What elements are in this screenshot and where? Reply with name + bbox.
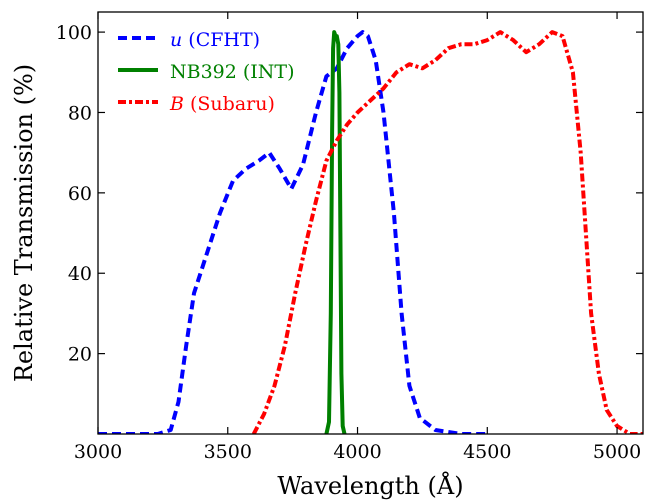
x-tick-label: 5000 [593, 441, 641, 463]
y-tick-label: 100 [56, 22, 92, 44]
legend-label-text: (CFHT) [182, 29, 260, 51]
y-tick-label: 80 [68, 102, 92, 124]
x-tick-label: 3500 [204, 441, 252, 463]
legend-label-variable: u [170, 29, 182, 51]
u-cfht-curve [98, 32, 487, 434]
axis-ticks: 3000 3500 4000 4500 5000 20 40 60 80 100 [56, 12, 643, 463]
legend-label: u (CFHT) [170, 29, 260, 51]
legend-label-text: (Subaru) [184, 93, 275, 115]
b-subaru-curve [254, 32, 643, 434]
legend-label: B (Subaru) [169, 93, 275, 115]
legend-label-text: NB392 (INT) [170, 61, 295, 83]
y-axis-label: Relative Transmission (%) [10, 64, 38, 382]
y-tick-label: 40 [68, 263, 92, 285]
legend-label: NB392 (INT) [170, 61, 295, 83]
y-tick-label: 20 [68, 344, 92, 366]
legend-label-variable: B [169, 93, 184, 115]
y-tick-label: 60 [68, 183, 92, 205]
x-tick-label: 4000 [333, 441, 381, 463]
legend: u (CFHT) NB392 (INT) B (Subaru) [118, 29, 295, 115]
nb392-int-curve [326, 32, 344, 434]
x-tick-label: 4500 [463, 441, 511, 463]
x-axis-label: Wavelength (Å) [277, 471, 463, 500]
x-tick-label: 3000 [74, 441, 122, 463]
